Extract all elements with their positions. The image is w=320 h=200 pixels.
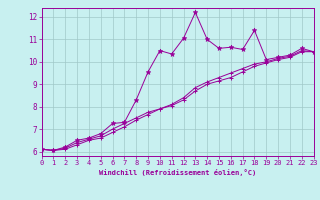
X-axis label: Windchill (Refroidissement éolien,°C): Windchill (Refroidissement éolien,°C) [99, 169, 256, 176]
